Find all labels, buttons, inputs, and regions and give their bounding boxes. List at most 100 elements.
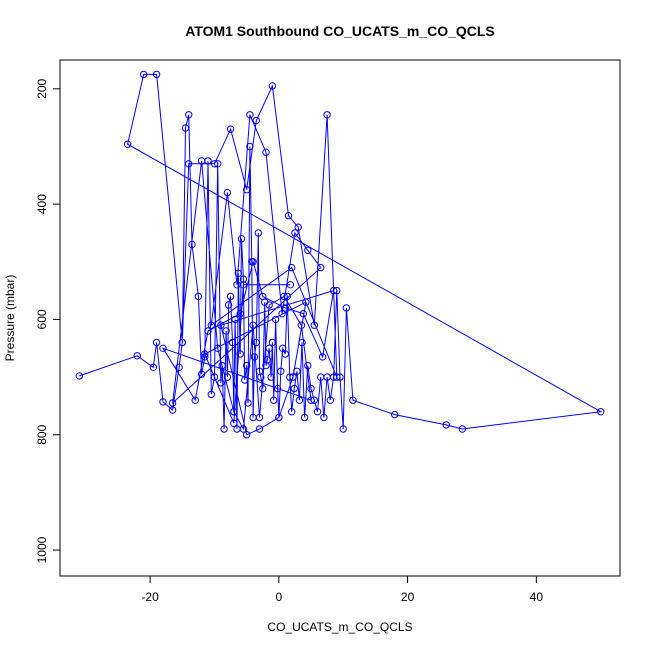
data-point (201, 353, 209, 361)
data-point (226, 292, 235, 301)
data-point (283, 292, 291, 301)
data-point (317, 263, 325, 272)
data-point (223, 373, 232, 381)
data-point (237, 235, 246, 243)
data-point (236, 350, 244, 358)
data-point (255, 425, 264, 433)
data-point (265, 301, 273, 309)
data-point (243, 431, 251, 439)
chart-title: ATOM1 Southbound CO_UCATS_m_CO_QCLS (185, 23, 495, 39)
data-point (263, 356, 271, 364)
data-point (159, 344, 167, 352)
data-point (286, 373, 294, 381)
data-point (259, 384, 267, 393)
data-point (302, 298, 310, 306)
data-point (249, 321, 257, 329)
plot-area (59, 59, 621, 577)
data-point (391, 410, 399, 419)
y-axis: 200 400 600 800 1000 (35, 78, 61, 563)
data-point (140, 70, 148, 79)
data-point (243, 361, 251, 370)
data-point (191, 396, 199, 404)
data-point (185, 160, 193, 168)
data-point (228, 338, 237, 347)
data-point (289, 373, 297, 381)
data-point (323, 111, 331, 119)
data-point (249, 258, 257, 266)
data-point (288, 408, 296, 416)
data-point (246, 142, 254, 151)
series-layer (75, 70, 605, 439)
data-point (290, 384, 298, 393)
data-point (278, 310, 286, 318)
data-point (236, 310, 244, 318)
data-point (257, 373, 265, 381)
data-point (597, 408, 605, 416)
y-tick-label: 600 (35, 309, 49, 329)
data-point (281, 350, 289, 358)
data-point (336, 373, 344, 381)
data-point (226, 125, 235, 133)
data-point (204, 327, 212, 335)
data-point (123, 140, 132, 148)
data-point (252, 116, 260, 125)
data-point (250, 353, 259, 361)
data-point (246, 111, 254, 119)
data-point (194, 292, 203, 301)
data-point (275, 413, 283, 422)
data-point (318, 353, 327, 361)
data-point (265, 344, 273, 352)
data-point (149, 363, 158, 371)
data-point (298, 338, 306, 347)
y-axis-label: Pressure (mbar) (3, 275, 17, 362)
data-point (442, 421, 450, 429)
data-point (222, 327, 230, 335)
data-point (288, 263, 296, 272)
data-point (259, 292, 267, 301)
data-point (234, 269, 243, 277)
y-tick-label: 400 (35, 194, 49, 214)
data-point (210, 160, 219, 168)
x-tick-label: 40 (530, 590, 544, 604)
data-point (255, 413, 264, 422)
data-point (284, 212, 293, 220)
data-point (349, 396, 357, 404)
x-tick-label: -20 (141, 590, 159, 604)
data-point (223, 188, 232, 197)
data-point (75, 372, 84, 380)
data-point (181, 124, 190, 132)
y-tick-label: 1000 (35, 536, 49, 563)
data-point (178, 338, 187, 347)
data-point (291, 229, 299, 237)
data-point (339, 425, 347, 433)
data-point (133, 352, 141, 360)
data-point (310, 321, 318, 329)
data-point (307, 396, 315, 404)
data-point (281, 304, 289, 312)
x-axis: -20 0 20 40 (141, 575, 544, 604)
data-point (333, 373, 341, 381)
data-point (224, 301, 233, 309)
data-point (286, 281, 295, 289)
data-point (239, 275, 248, 283)
y-tick-label: 800 (35, 424, 49, 444)
data-point (201, 350, 209, 358)
data-point (214, 344, 222, 352)
data-point (295, 396, 304, 404)
data-point (458, 425, 466, 433)
data-point (239, 281, 248, 289)
data-point (168, 399, 177, 407)
data-point (252, 338, 260, 347)
data-point (241, 376, 249, 384)
data-point (217, 379, 225, 387)
data-point (197, 157, 206, 165)
data-point (273, 384, 282, 393)
data-point (168, 406, 177, 414)
data-point (231, 315, 239, 324)
data-point (262, 148, 270, 156)
data-point (310, 396, 318, 404)
data-point (304, 361, 312, 370)
data-point (188, 240, 196, 249)
data-point (342, 304, 351, 312)
